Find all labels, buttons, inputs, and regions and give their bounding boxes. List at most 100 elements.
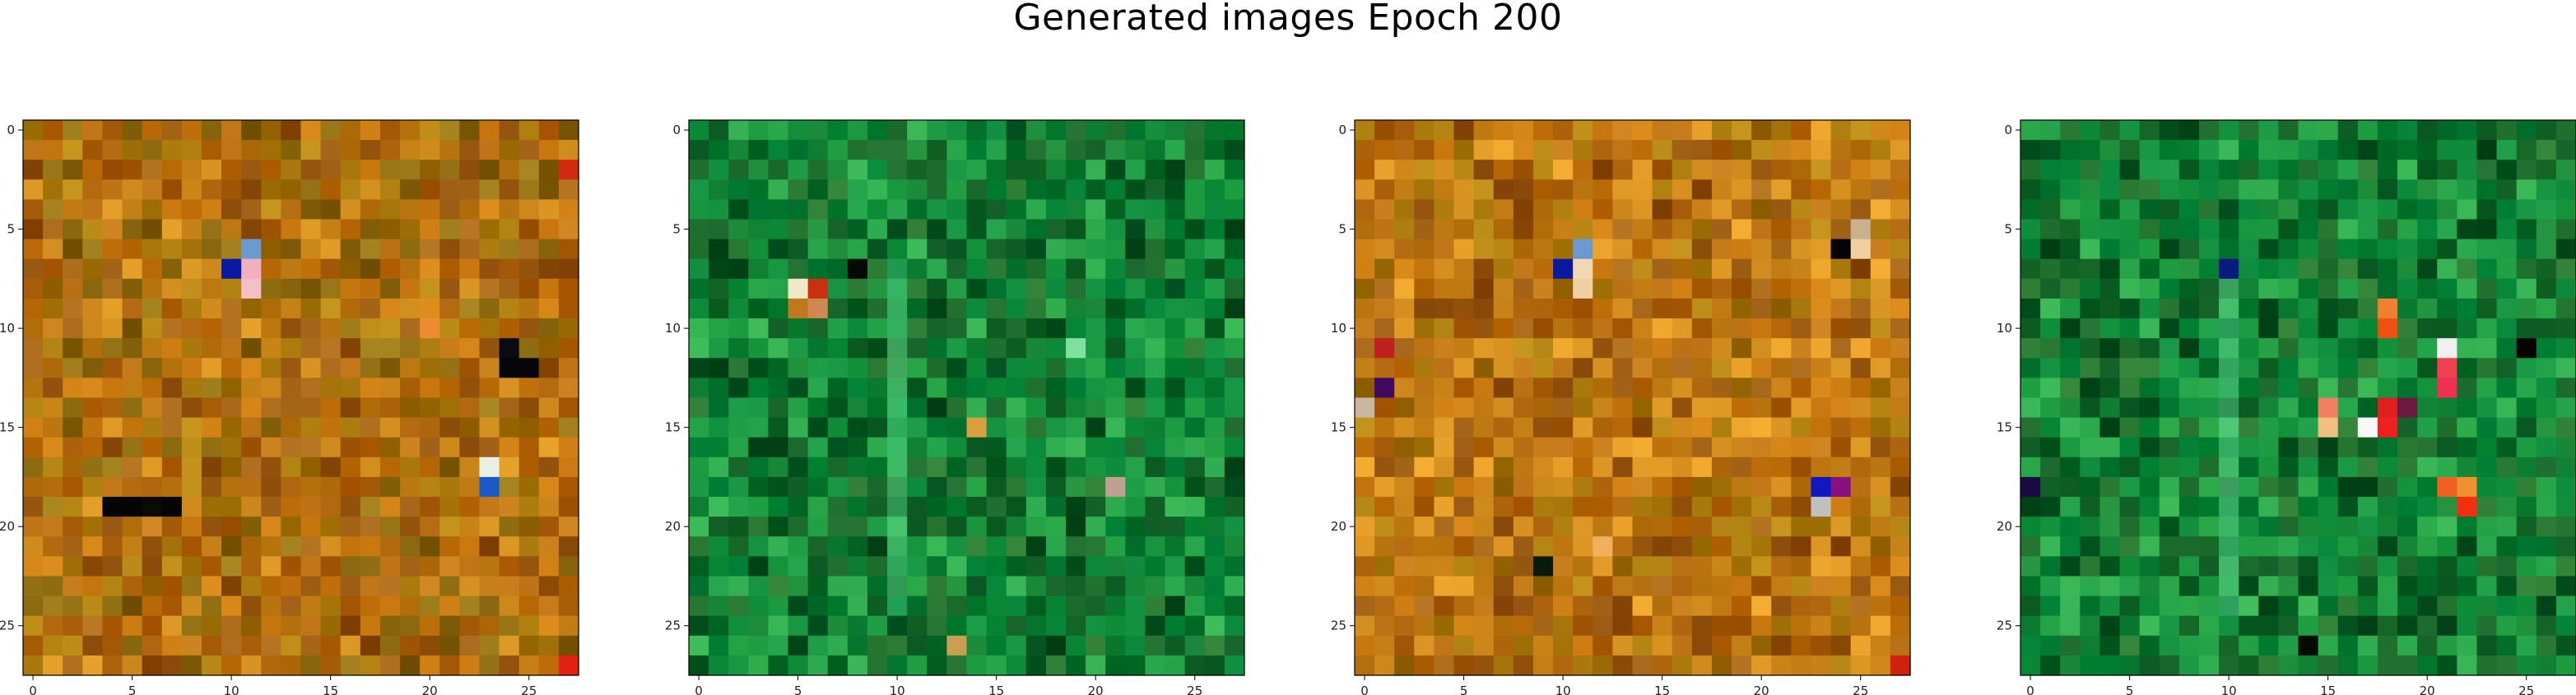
- pixel-cell: [2337, 199, 2359, 220]
- pixel-cell: [300, 517, 322, 537]
- pixel-cell: [2060, 258, 2081, 280]
- pixel-cell: [2377, 635, 2398, 656]
- pixel-cell: [241, 536, 262, 557]
- pixel-cell: [867, 456, 888, 478]
- pixel-cell: [1612, 635, 1634, 656]
- pixel-cell: [1612, 120, 1634, 141]
- pixel-cell: [788, 615, 809, 637]
- pixel-cell: [2377, 655, 2398, 676]
- pixel-cell: [63, 635, 83, 656]
- pixel-cell: [43, 199, 63, 220]
- pixel-cell: [2476, 576, 2498, 597]
- x-tick-label: 0: [1360, 683, 1369, 695]
- pixel-cell: [400, 497, 421, 517]
- pixel-cell: [1006, 517, 1027, 537]
- panel-frame: [22, 119, 579, 676]
- pixel-cell: [161, 437, 183, 458]
- pixel-cell: [82, 219, 104, 240]
- pixel-cell: [2219, 278, 2239, 299]
- pixel-cell: [2437, 517, 2457, 537]
- pixel-cell: [2239, 556, 2259, 577]
- pixel-cell: [907, 160, 928, 180]
- pixel-cell: [300, 358, 322, 378]
- pixel-cell: [1791, 239, 1812, 260]
- x-tick-label: 10: [224, 683, 239, 695]
- pixel-cell: [161, 199, 183, 220]
- pixel-cell: [2178, 635, 2200, 656]
- pixel-cell: [1006, 497, 1027, 517]
- pixel-cell: [1711, 298, 1732, 319]
- pixel-cell: [1493, 358, 1514, 378]
- pixel-cell: [847, 318, 868, 339]
- pixel-cell: [2476, 615, 2498, 637]
- pixel-cell: [2239, 179, 2259, 201]
- pixel-cell: [63, 556, 83, 577]
- pixel-cell: [2298, 615, 2319, 637]
- pixel-cell: [1811, 258, 1832, 280]
- pixel-cell: [2159, 219, 2180, 240]
- pixel-cell: [1890, 655, 1911, 676]
- pixel-cell: [2457, 417, 2478, 438]
- pixel-cell: [2119, 576, 2141, 597]
- pixel-cell: [2159, 595, 2180, 617]
- pixel-cell: [867, 338, 888, 359]
- pixel-cell: [2258, 417, 2279, 438]
- pixel-cell: [1165, 179, 1186, 201]
- pixel-cell: [2417, 298, 2438, 319]
- pixel-cell: [1830, 556, 1852, 577]
- pixel-cell: [538, 298, 560, 319]
- pixel-cell: [1751, 397, 1772, 419]
- pixel-cell: [1632, 417, 1653, 438]
- pixel-cell: [1532, 556, 1554, 577]
- pixel-cell: [2496, 199, 2518, 220]
- pixel-cell: [518, 179, 540, 201]
- pixel-cell: [1672, 258, 1693, 280]
- x-tick-label: 25: [2518, 683, 2534, 695]
- pixel-cell: [927, 239, 947, 260]
- pixel-cell: [2496, 476, 2518, 498]
- pixel-cell: [966, 338, 988, 359]
- pixel-cell: [1025, 655, 1047, 676]
- pixel-cell: [1870, 397, 1891, 419]
- pixel-cell: [867, 120, 888, 141]
- pixel-cell: [847, 378, 868, 399]
- pixel-cell: [2080, 258, 2101, 280]
- pixel-cell: [2020, 517, 2041, 537]
- pixel-cell: [1850, 635, 1872, 656]
- pixel-cell: [2099, 160, 2121, 180]
- pixel-cell: [1573, 437, 1593, 458]
- pixel-cell: [538, 595, 560, 617]
- pixel-cell: [122, 298, 143, 319]
- pixel-cell: [1224, 476, 1245, 498]
- pixel-cell: [1125, 258, 1146, 280]
- pixel-cell: [2377, 615, 2398, 637]
- pixel-cell: [2080, 655, 2101, 676]
- pixel-cell: [538, 397, 560, 419]
- pixel-cell: [1125, 179, 1146, 201]
- pixel-cell: [2119, 378, 2141, 399]
- pixel-cell: [709, 615, 729, 637]
- x-tick-label: 15: [323, 683, 338, 695]
- pixel-cell: [122, 517, 143, 537]
- pixel-cell: [867, 517, 888, 537]
- pixel-cell: [1711, 476, 1732, 498]
- pixel-cell: [1672, 536, 1693, 557]
- pixel-cell: [2298, 595, 2319, 617]
- pixel-cell: [2060, 219, 2081, 240]
- pixel-cell: [2516, 497, 2537, 517]
- pixel-cell: [1771, 239, 1792, 260]
- pixel-cell: [518, 536, 540, 557]
- pixel-cell: [360, 160, 381, 180]
- pixel-cell: [946, 219, 968, 240]
- pixel-cell: [1006, 140, 1027, 160]
- pixel-cell: [1652, 595, 1673, 617]
- pixel-cell: [558, 160, 579, 180]
- pixel-cell: [827, 378, 849, 399]
- pixel-cell: [807, 338, 829, 359]
- pixel-cell: [122, 140, 143, 160]
- pixel-cell: [1573, 278, 1593, 299]
- pixel-cell: [1493, 239, 1514, 260]
- pixel-cell: [1453, 635, 1475, 656]
- pixel-cell: [1553, 417, 1574, 438]
- pixel-cell: [558, 378, 579, 399]
